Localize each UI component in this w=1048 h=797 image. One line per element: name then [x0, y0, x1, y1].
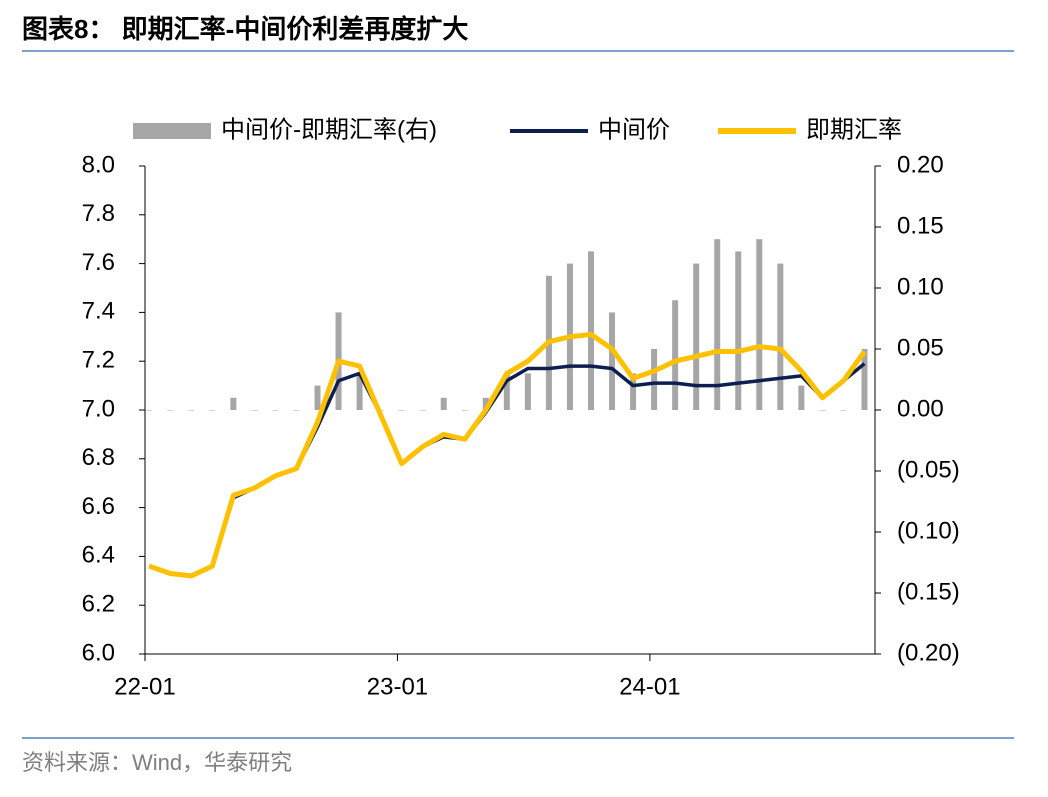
y2-tick-label: 0.00: [897, 395, 944, 422]
bar: [419, 410, 426, 411]
bar: [440, 397, 447, 410]
bar: [609, 312, 616, 410]
y2-tick-label: 0.05: [897, 334, 944, 361]
bar: [587, 251, 594, 410]
y2-tick-label: (0.20): [897, 639, 960, 666]
y-tick-label: 7.8: [82, 200, 115, 227]
y-tick-label: 7.6: [82, 249, 115, 276]
bar: [503, 373, 510, 410]
chart-title: 图表8： 即期汇率-中间价利差再度扩大: [22, 14, 468, 44]
bar: [398, 410, 405, 411]
source: 资料来源：Wind，华泰研究: [22, 750, 292, 775]
bar: [756, 239, 763, 410]
y-tick-label: 7.2: [82, 347, 115, 374]
bar: [209, 410, 216, 411]
bar: [167, 410, 174, 411]
bar: [777, 263, 784, 410]
y2-tick-label: 0.20: [897, 151, 944, 178]
bar: [482, 397, 489, 410]
y2-tick-label: (0.15): [897, 578, 960, 605]
bar: [861, 349, 868, 410]
y2-tick-label: (0.05): [897, 456, 960, 483]
bar: [693, 263, 700, 410]
line: [148, 331, 867, 579]
bar: [146, 410, 153, 411]
legend-swatch: [133, 123, 211, 139]
bar: [714, 239, 721, 410]
legend-label: 即期汇率: [806, 116, 902, 143]
bar: [672, 300, 679, 410]
y-tick-label: 7.4: [82, 298, 115, 325]
y2-tick-label: 0.10: [897, 273, 944, 300]
bar: [293, 410, 300, 411]
y2-tick-label: (0.10): [897, 517, 960, 544]
bar: [819, 410, 826, 411]
x-tick-label: 24-01: [619, 673, 680, 700]
bar: [314, 385, 321, 410]
y-tick-label: 6.4: [82, 542, 115, 569]
bar: [798, 385, 805, 410]
bar: [630, 373, 637, 410]
y-tick-label: 6.0: [82, 639, 115, 666]
bar: [461, 410, 468, 411]
legend-label: 中间价-即期汇率(右): [221, 116, 437, 143]
bar: [356, 373, 363, 410]
x-tick-label: 22-01: [114, 673, 175, 700]
bar: [230, 397, 237, 410]
bar: [735, 251, 742, 410]
bar: [651, 349, 658, 410]
bar: [840, 410, 847, 411]
y-tick-label: 6.8: [82, 444, 115, 471]
bar: [251, 410, 258, 411]
y-tick-label: 6.6: [82, 493, 115, 520]
x-tick-label: 23-01: [367, 673, 428, 700]
y-tick-label: 6.2: [82, 591, 115, 618]
legend-label: 中间价: [598, 116, 670, 143]
y-tick-label: 7.0: [82, 395, 115, 422]
bar: [188, 410, 195, 411]
y2-tick-label: 0.15: [897, 212, 944, 239]
bar: [272, 410, 279, 411]
y-tick-label: 8.0: [82, 151, 115, 178]
bar: [524, 373, 531, 410]
